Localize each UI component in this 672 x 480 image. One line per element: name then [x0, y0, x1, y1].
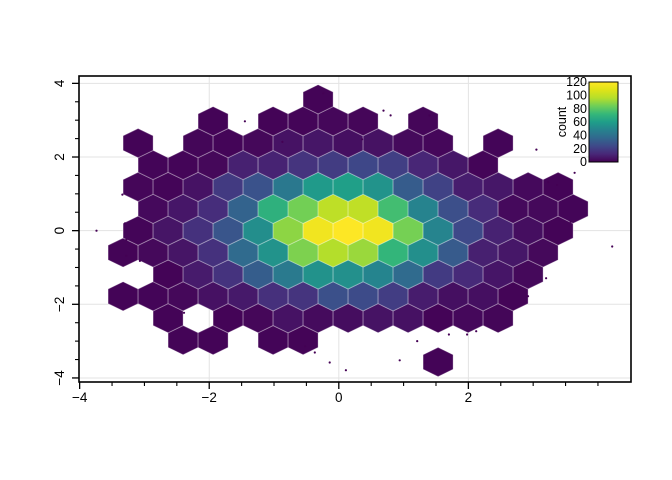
- x-axis-tick-label: 2: [465, 390, 473, 405]
- stray-point: [547, 181, 550, 184]
- colorbar-tick-label: 60: [573, 115, 587, 129]
- stray-point: [95, 229, 98, 232]
- hex-bin: [347, 106, 379, 137]
- x-axis-tick-label: −4: [72, 390, 88, 405]
- y-axis-tick-label: −4: [52, 370, 67, 386]
- stray-point: [475, 330, 478, 333]
- hex-bin: [482, 127, 514, 159]
- stray-point: [526, 295, 530, 298]
- stray-point: [545, 277, 548, 280]
- colorbar-tick-label: 80: [573, 102, 587, 116]
- stray-point: [573, 171, 576, 174]
- stray-point: [243, 120, 246, 123]
- plot-frame-layer: [78, 75, 632, 383]
- hex-bin: [542, 171, 574, 203]
- stray-point: [304, 345, 307, 348]
- axes-layer: −4 −2 0 2 −4 −2 0 2 4: [52, 79, 599, 405]
- x-axis-tick-label: −2: [202, 390, 217, 405]
- stray-point: [389, 114, 392, 117]
- stray-point: [382, 109, 385, 112]
- stray-points-layer: [95, 92, 614, 372]
- stray-point: [125, 254, 128, 257]
- stray-point: [123, 222, 127, 225]
- stray-point: [535, 148, 538, 151]
- stray-point: [121, 193, 124, 196]
- colorbar-tick-label: 120: [566, 75, 587, 89]
- stray-point: [281, 140, 284, 143]
- colorbar-tick-label: 40: [573, 129, 587, 143]
- y-axis-tick-label: −2: [52, 297, 67, 312]
- hex-bin: [302, 84, 334, 115]
- hex-bin: [407, 106, 439, 137]
- colorbar-tick-label: 100: [566, 89, 587, 103]
- stray-point: [138, 259, 141, 262]
- stray-point: [569, 220, 572, 223]
- hex-bin: [122, 127, 154, 159]
- stray-point: [611, 245, 614, 248]
- colorbar-tick-label: 0: [580, 155, 587, 169]
- stray-point: [328, 361, 331, 364]
- y-axis-tick-label: 0: [52, 227, 67, 235]
- y-axis-tick-label: 2: [52, 153, 67, 161]
- stray-point: [361, 138, 364, 141]
- stray-point: [466, 333, 469, 336]
- stray-point: [398, 359, 401, 362]
- hex-bin: [422, 346, 454, 378]
- stray-point: [416, 340, 419, 343]
- hexbin-layer: [107, 84, 589, 378]
- stray-point: [313, 351, 316, 354]
- stray-point: [322, 92, 325, 95]
- hex-bin: [197, 106, 229, 137]
- stray-point: [344, 369, 347, 372]
- x-axis-tick-label: 0: [335, 390, 343, 405]
- stray-point: [423, 361, 427, 364]
- colorbar-tick-label: 20: [573, 142, 587, 156]
- stray-point: [447, 333, 450, 336]
- stray-point: [556, 183, 559, 187]
- stray-point: [428, 114, 431, 117]
- colorbar: [588, 81, 619, 163]
- y-axis-tick-label: 4: [52, 79, 67, 87]
- hex-bin: [107, 281, 139, 312]
- stray-point: [182, 311, 186, 314]
- legend-title: count: [555, 106, 569, 137]
- stray-point: [125, 238, 128, 241]
- plot-frame: [78, 75, 632, 383]
